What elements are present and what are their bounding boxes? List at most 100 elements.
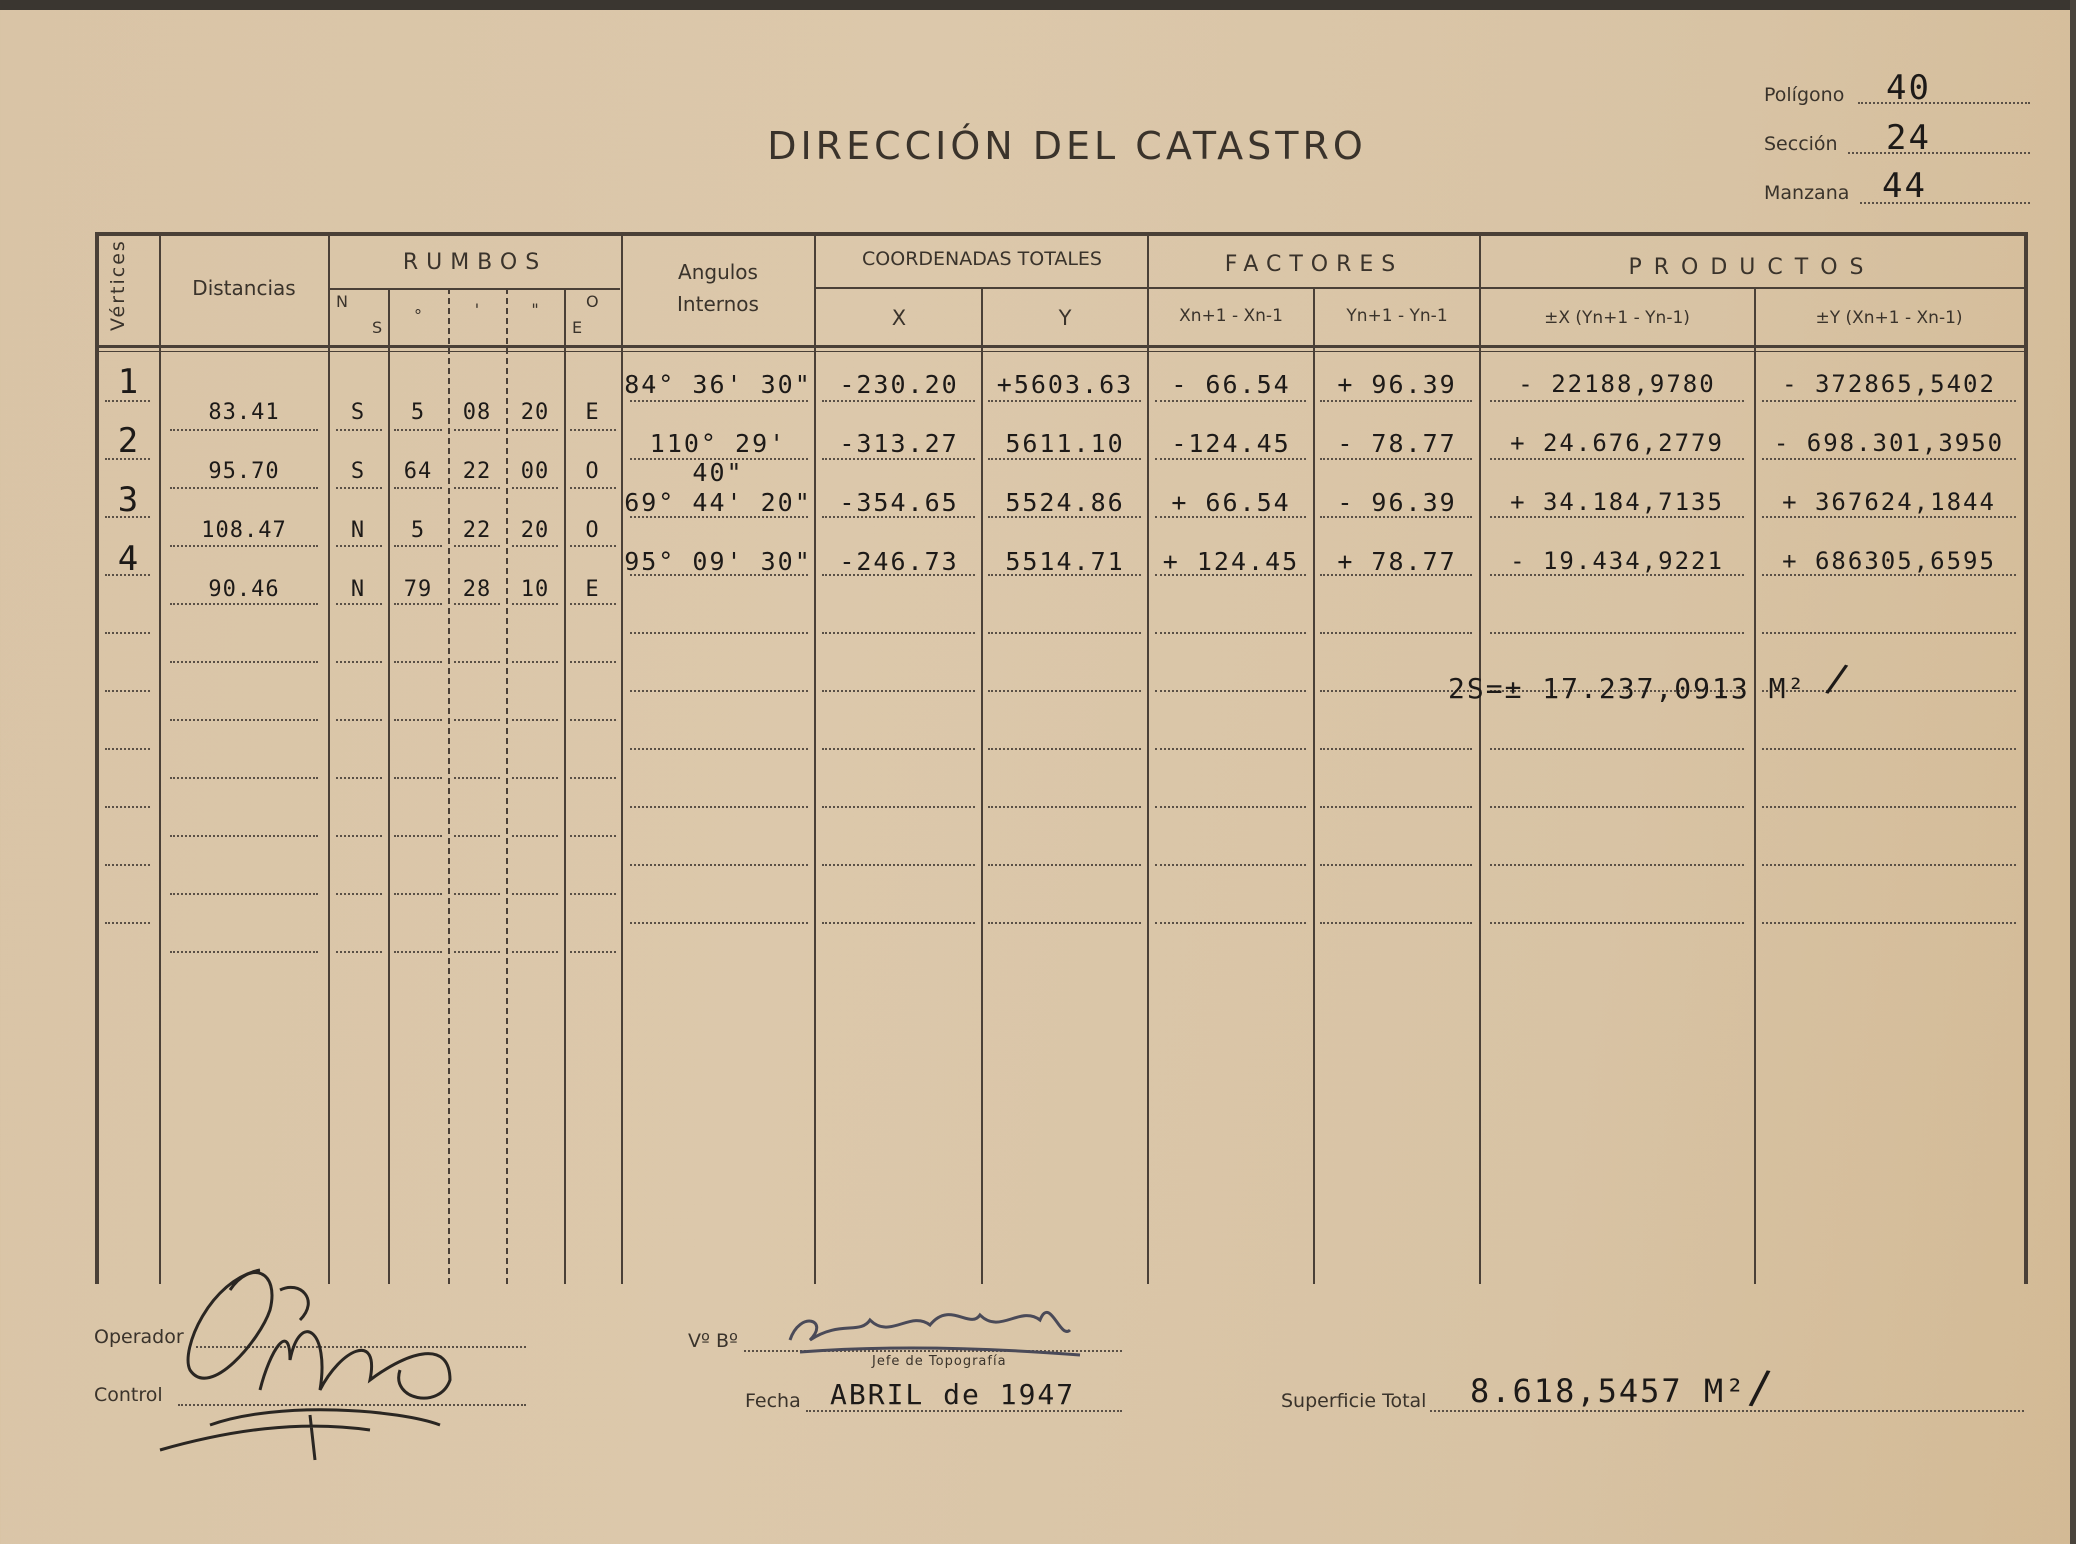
header-vertices: Vértices	[107, 239, 129, 331]
writing-line	[105, 574, 150, 576]
writing-line	[105, 400, 150, 402]
writing-line	[512, 719, 558, 721]
writing-line	[170, 603, 318, 605]
writing-line	[336, 893, 382, 895]
column-divider	[1313, 287, 1315, 1284]
writing-line	[822, 516, 975, 518]
writing-line	[1762, 400, 2016, 402]
product-y: + 367624,1844	[1782, 488, 1996, 516]
writing-line	[570, 893, 616, 895]
writing-line	[1490, 458, 1744, 460]
header-factores: FACTORES	[1224, 252, 1404, 277]
writing-line	[1762, 748, 2016, 750]
factor-x: - 66.54	[1171, 370, 1291, 399]
header-rumbos-minutes: '	[474, 300, 480, 319]
distance: 90.46	[208, 577, 280, 602]
writing-line	[394, 603, 442, 605]
writing-line	[822, 458, 975, 460]
rumbo-ns: N	[350, 577, 366, 602]
product-x: + 24.676,2779	[1510, 429, 1724, 457]
product-x: + 34.184,7135	[1510, 488, 1724, 516]
writing-line	[822, 806, 975, 808]
coord-y: +5603.63	[996, 370, 1134, 399]
column-divider	[621, 232, 623, 1284]
distance: 95.70	[208, 459, 280, 484]
writing-line	[630, 458, 808, 460]
header-producto-x: ±X (Yn+1 - Yn-1)	[1544, 308, 1690, 328]
writing-line	[1490, 922, 1744, 924]
writing-line	[454, 835, 500, 837]
writing-line	[570, 603, 616, 605]
writing-line	[1762, 806, 2016, 808]
jefe-topografia-label: Jefe de Topografía	[872, 1354, 1007, 1369]
writing-line	[454, 893, 500, 895]
rumbo-ns: S	[350, 459, 366, 484]
writing-line	[1155, 922, 1306, 924]
column-divider	[564, 288, 566, 1284]
poligono-label: Polígono	[1764, 84, 1845, 106]
writing-line	[1490, 400, 1744, 402]
writing-line	[822, 400, 975, 402]
seccion-label: Sección	[1764, 133, 1838, 155]
vobo-line	[744, 1350, 1122, 1352]
writing-line	[170, 545, 318, 547]
interior-angle: 84° 36' 30"	[624, 370, 812, 399]
page-title: DIRECCIÓN DEL CATASTRO	[767, 124, 1367, 168]
writing-line	[1320, 922, 1472, 924]
writing-line	[822, 864, 975, 866]
writing-line	[105, 690, 150, 692]
writing-line	[988, 690, 1141, 692]
writing-line	[988, 922, 1141, 924]
rumbo-seconds: 10	[520, 577, 550, 602]
header-factor-x: Xn+1 - Xn-1	[1179, 306, 1283, 326]
vertex-number: 2	[117, 421, 141, 461]
writing-line	[1320, 632, 1472, 634]
rumbo-eo: E	[585, 577, 600, 602]
writing-line	[570, 777, 616, 779]
rumbo-seconds: 20	[520, 400, 550, 425]
writing-line	[822, 690, 975, 692]
rumbo-minutes: 22	[462, 459, 492, 484]
writing-line	[1490, 806, 1744, 808]
manzana-line	[1860, 202, 2030, 204]
coord-x: -230.20	[839, 370, 959, 399]
rumbo-eo: E	[585, 400, 600, 425]
check-mark: /	[1823, 655, 1851, 703]
writing-line	[1762, 922, 2016, 924]
interior-angle: 95° 09' 30"	[624, 547, 812, 576]
coord-x: -246.73	[839, 547, 959, 576]
header-double-rule	[95, 351, 2028, 352]
writing-line	[512, 661, 558, 663]
rumbo-degrees: 5	[410, 400, 426, 425]
writing-line	[336, 545, 382, 547]
writing-line	[512, 777, 558, 779]
writing-line	[105, 748, 150, 750]
rumbo-degrees: 5	[410, 518, 426, 543]
product-y: + 686305,6595	[1782, 547, 1996, 575]
writing-line	[1320, 400, 1472, 402]
writing-line	[570, 661, 616, 663]
table-right-border	[2024, 232, 2028, 1284]
table-left-border	[95, 232, 99, 1284]
writing-line	[630, 516, 808, 518]
vobo-label: Vº Bº	[688, 1330, 738, 1352]
writing-line	[1762, 458, 2016, 460]
writing-line	[1155, 748, 1306, 750]
superficie-value: 8.618,5457 M²	[1470, 1372, 1747, 1410]
writing-line	[105, 806, 150, 808]
writing-line	[570, 487, 616, 489]
writing-line	[336, 661, 382, 663]
writing-line	[394, 835, 442, 837]
writing-line	[630, 748, 808, 750]
writing-line	[105, 632, 150, 634]
table-top-border	[95, 232, 2028, 236]
factor-y: - 78.77	[1337, 429, 1457, 458]
rumbo-eo: O	[585, 518, 600, 543]
writing-line	[1762, 574, 2016, 576]
manzana-value: 44	[1882, 166, 1927, 206]
writing-line	[336, 777, 382, 779]
factor-y: + 96.39	[1337, 370, 1457, 399]
writing-line	[988, 864, 1141, 866]
fecha-label: Fecha	[745, 1390, 801, 1412]
factor-y: - 96.39	[1337, 488, 1457, 517]
